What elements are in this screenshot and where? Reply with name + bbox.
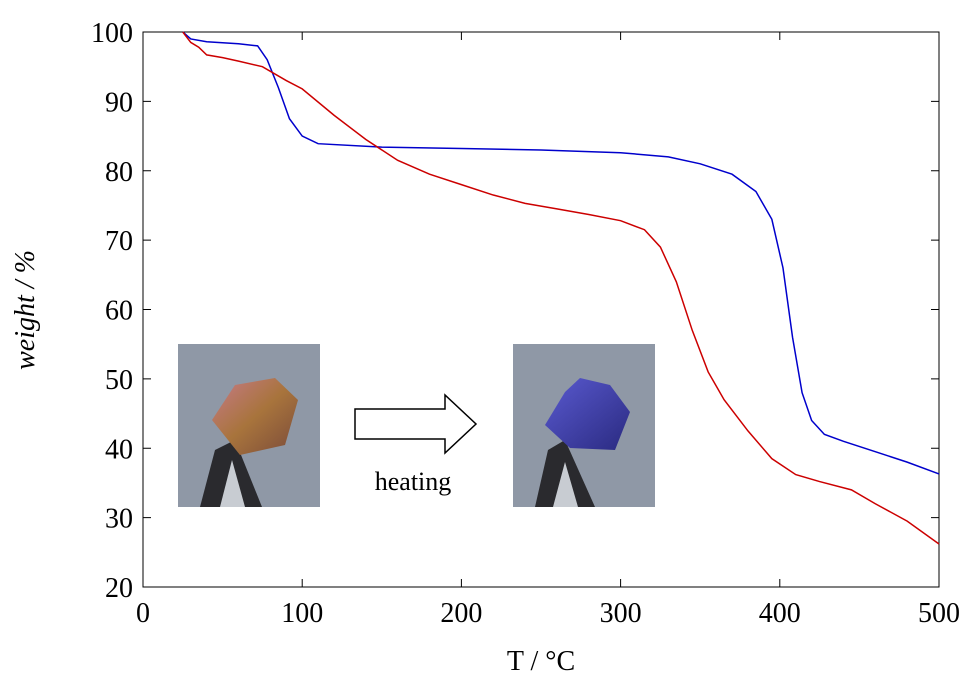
x-tick-label: 0 bbox=[136, 598, 150, 629]
x-tick-label: 300 bbox=[600, 598, 642, 629]
y-tick-label: 60 bbox=[105, 296, 133, 327]
y-tick-label: 20 bbox=[105, 573, 133, 604]
x-tick-label: 500 bbox=[918, 598, 960, 629]
y-tick-label: 90 bbox=[105, 87, 133, 118]
inset-photo-before bbox=[178, 344, 320, 507]
x-tick-label: 200 bbox=[440, 598, 482, 629]
data-line bbox=[182, 31, 940, 545]
x-tick-label: 400 bbox=[759, 598, 801, 629]
x-tick-label: 100 bbox=[281, 598, 323, 629]
inset-photo-after bbox=[513, 344, 655, 507]
heating-arrow bbox=[354, 393, 478, 455]
y-tick-label: 30 bbox=[105, 504, 133, 535]
data-line bbox=[182, 31, 940, 475]
annotation: heating bbox=[375, 467, 452, 496]
y-tick-label: 70 bbox=[105, 226, 133, 257]
y-tick-label: 40 bbox=[105, 434, 133, 465]
y-tick-label: 100 bbox=[91, 18, 133, 49]
y-tick-label: 50 bbox=[105, 365, 133, 396]
x-axis-label: T / °C bbox=[507, 646, 575, 674]
y-axis-label: weight / % bbox=[10, 250, 41, 370]
y-tick-label: 80 bbox=[105, 157, 133, 188]
